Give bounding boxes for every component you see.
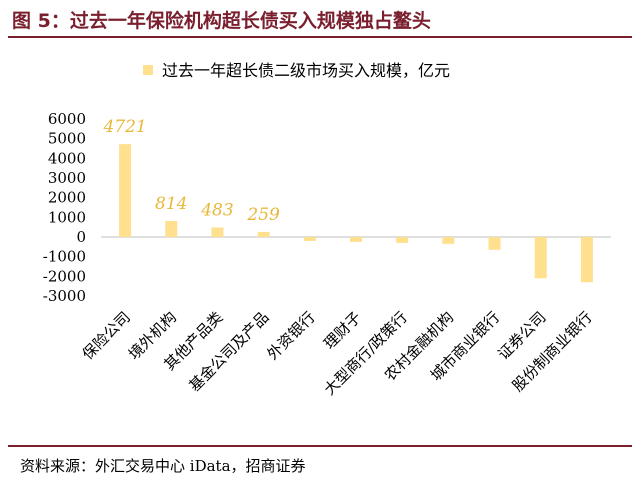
bar <box>211 227 224 237</box>
bar <box>303 237 316 241</box>
y-tick-label: -2000 <box>43 267 86 285</box>
source-note: 资料来源：外汇交易中心 iData，招商证券 <box>20 457 306 475</box>
legend-swatch <box>143 65 153 75</box>
bar <box>580 237 593 283</box>
legend-label: 过去一年超长债二级市场买入规模，亿元 <box>162 61 450 80</box>
category-label: 保险公司 <box>79 308 134 363</box>
y-tick-label: 6000 <box>48 110 86 128</box>
bar <box>119 144 132 237</box>
y-tick-label: 1000 <box>48 208 86 226</box>
y-tick-label: 0 <box>76 228 86 246</box>
data-labels: 4721 814 483 259 <box>102 117 280 225</box>
bars <box>119 144 593 283</box>
legend: 过去一年超长债二级市场买入规模，亿元 <box>143 61 450 80</box>
y-tick-label: 5000 <box>48 130 86 148</box>
bar <box>442 237 455 244</box>
y-tick-label: 3000 <box>48 169 86 187</box>
data-label: 814 <box>155 194 187 214</box>
data-label: 4721 <box>102 117 146 137</box>
category-label: 外资银行 <box>263 308 318 363</box>
category-label: 基金公司及产品 <box>185 308 272 395</box>
footer-divider <box>8 445 632 447</box>
bar <box>350 237 362 242</box>
title-divider <box>8 36 632 38</box>
category-label: 理财子 <box>320 308 365 353</box>
y-tick-label: -3000 <box>43 287 86 305</box>
y-tick-label: 2000 <box>48 189 86 207</box>
bar <box>488 237 501 250</box>
y-tick-label: -1000 <box>43 248 86 266</box>
figure-title: 图 5：过去一年保险机构超长债买入规模独占鳌头 <box>12 10 431 32</box>
category-label: 股份制商业银行 <box>509 308 596 395</box>
category-label: 大型商行/政策行 <box>320 308 411 399</box>
bar <box>257 231 270 237</box>
bar <box>396 237 409 243</box>
data-label: 259 <box>246 205 280 225</box>
bar <box>165 220 178 237</box>
y-tick-label: 4000 <box>48 149 86 167</box>
data-label: 483 <box>200 201 233 221</box>
bar <box>534 237 547 279</box>
